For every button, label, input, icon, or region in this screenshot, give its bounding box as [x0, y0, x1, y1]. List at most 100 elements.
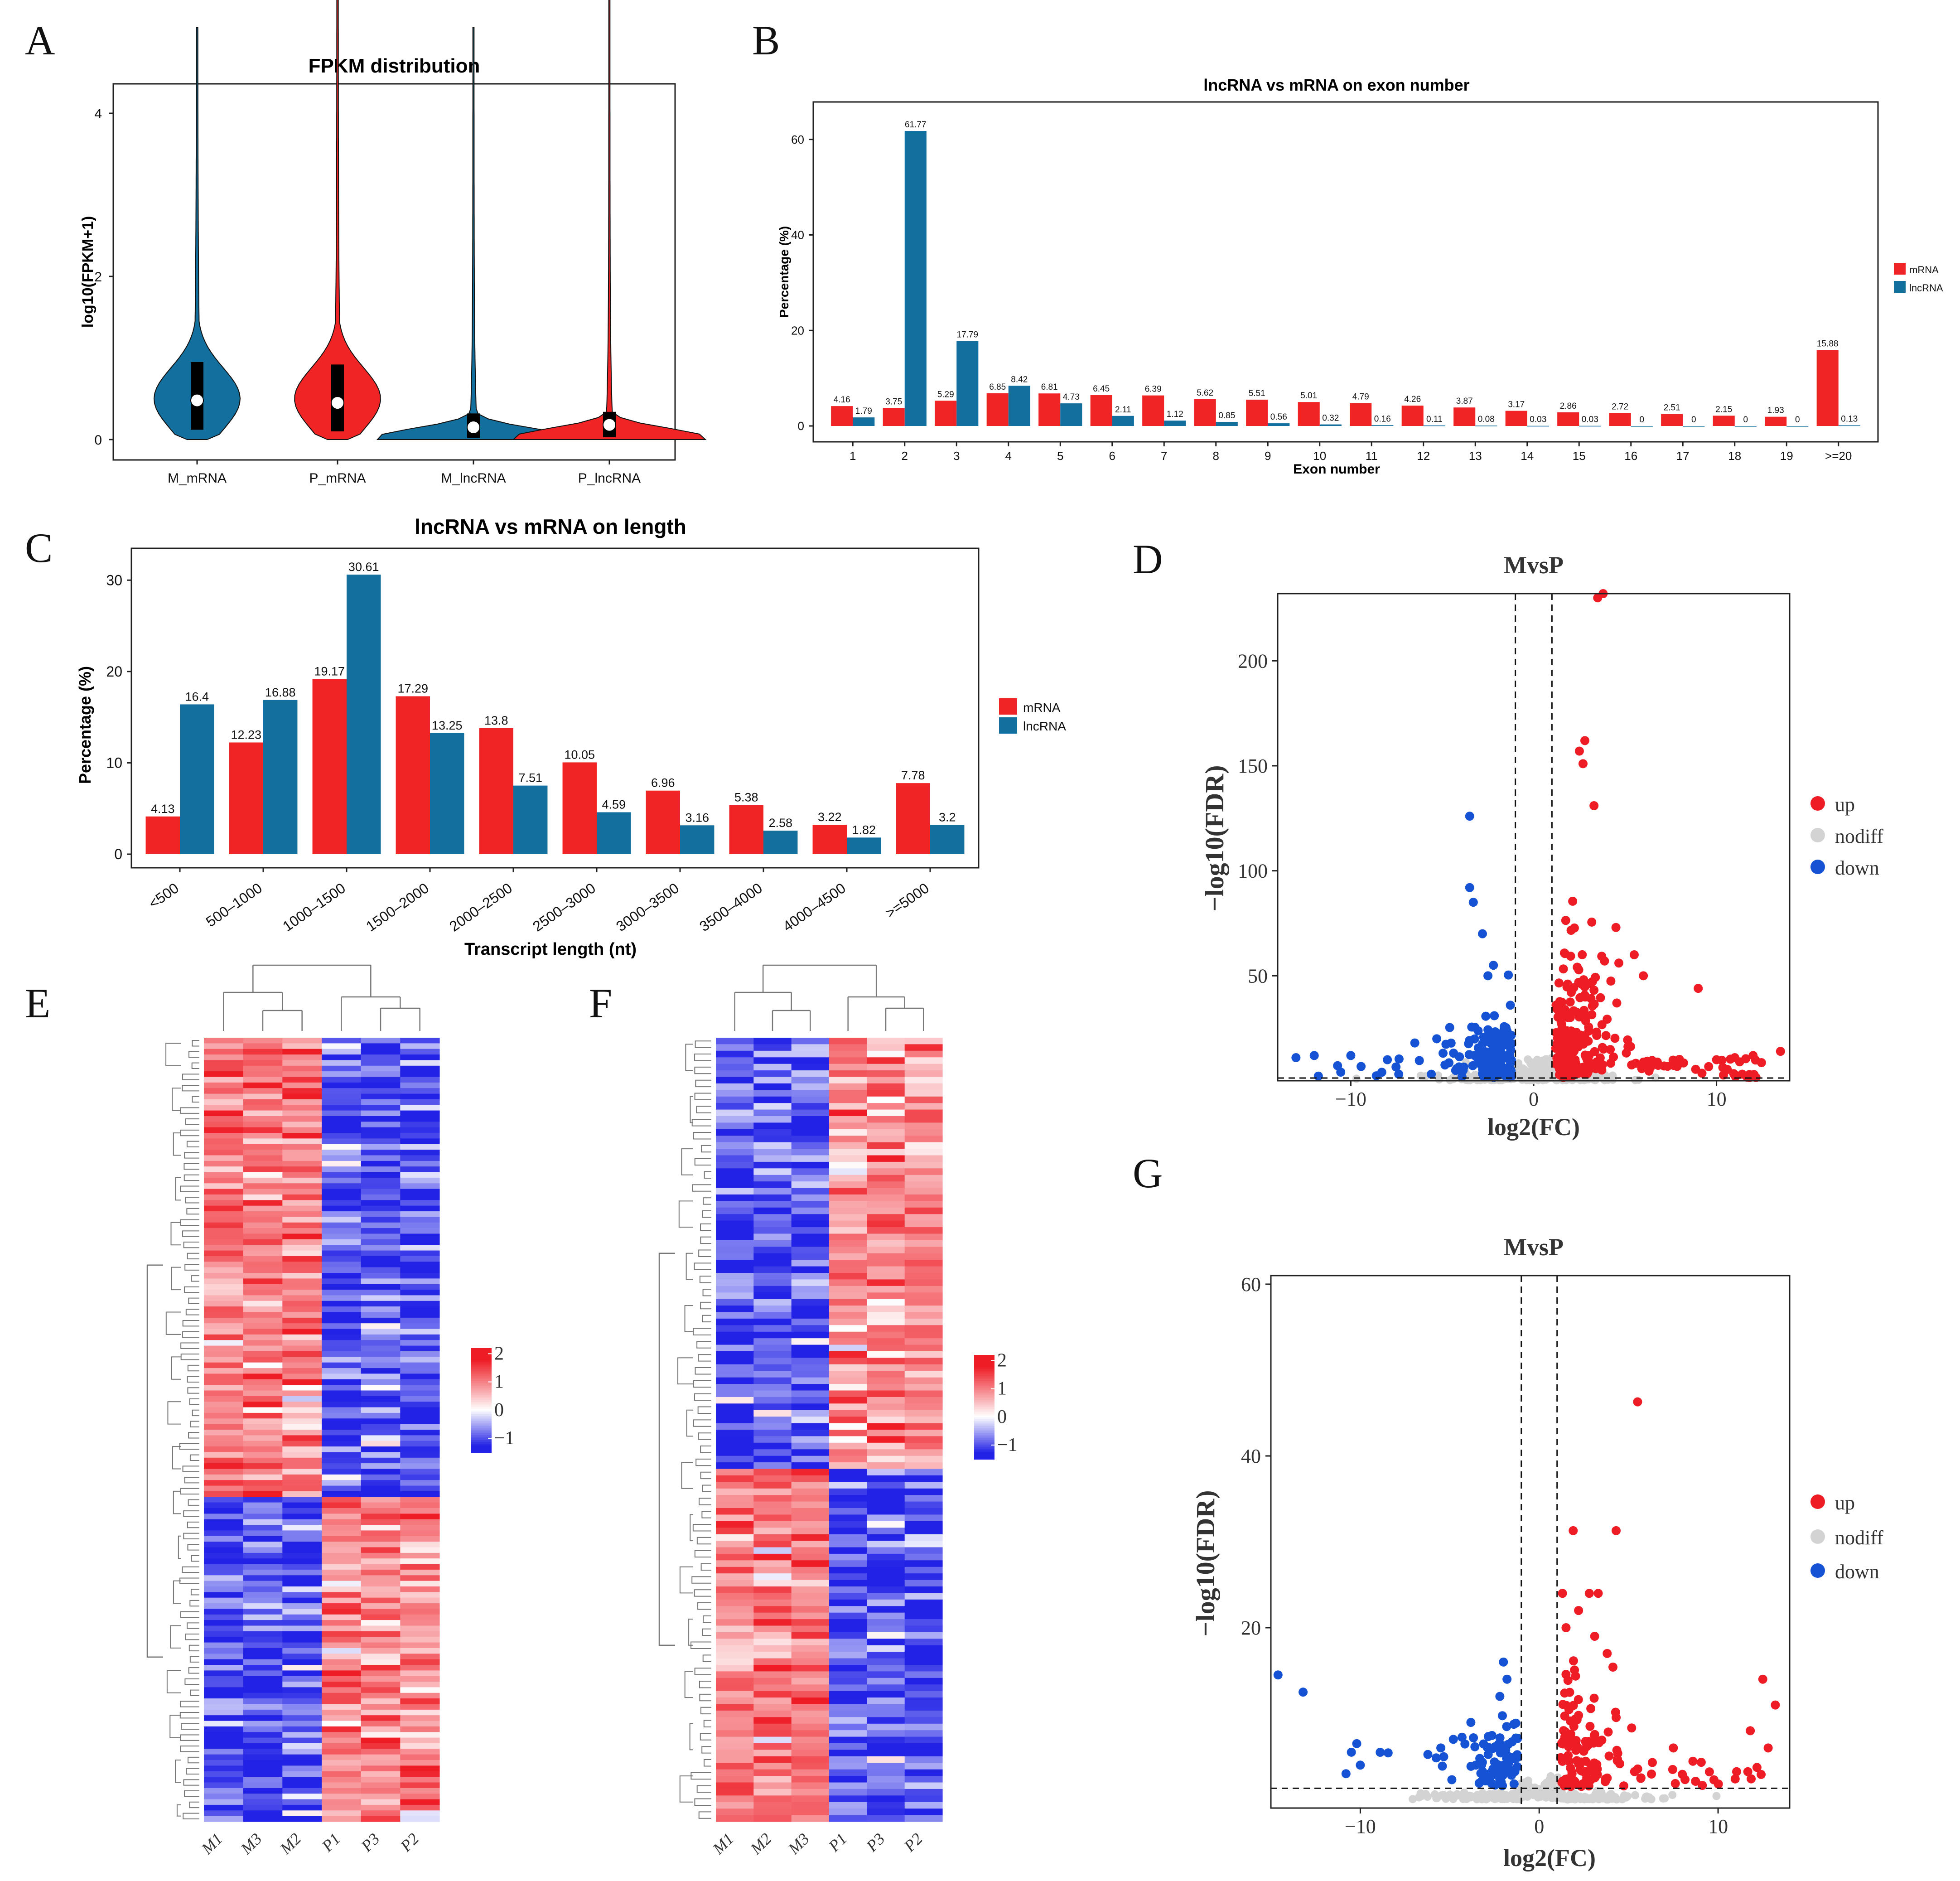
panel-e-heat-cell — [204, 1295, 244, 1301]
panel-f-heat-cell — [904, 1547, 943, 1554]
panel-f-heat-cell — [829, 1253, 867, 1260]
panel-c-bar-mRNA-4 — [479, 728, 513, 854]
panel-f-colorscale-label: −1 — [997, 1435, 1018, 1455]
panel-f-row-dendrogram-leaf — [700, 1471, 711, 1480]
panel-f-heat-cell — [791, 1331, 830, 1339]
panel-f-heat-cell — [716, 1044, 754, 1051]
panel-e-heat-cell — [361, 1273, 401, 1279]
panel-f-heat-cell — [829, 1201, 867, 1208]
panel-f-heat-cell — [829, 1710, 867, 1717]
panel-e-heat-cell — [204, 1569, 244, 1576]
panel-d-point-down — [1394, 1069, 1404, 1079]
panel-e-heat-cell — [322, 1082, 362, 1088]
panel-f-heat-cell — [753, 1815, 792, 1822]
panel-g-point-up — [1603, 1649, 1612, 1658]
panel-f-heat-cell — [829, 1364, 867, 1371]
panel-f-heat-cell — [904, 1109, 943, 1117]
panel-f-heat-cell — [867, 1292, 905, 1300]
panel-f-colorscale-segment — [974, 1403, 994, 1406]
panel-e-colorscale-segment — [471, 1365, 492, 1368]
panel-e-heat-cell — [243, 1569, 283, 1576]
panel-e-heat-cell — [361, 1542, 401, 1548]
panel-d-point-up — [1554, 978, 1564, 988]
panel-e-heat-cell — [282, 1659, 322, 1665]
panel-e-colorscale-segment — [471, 1451, 492, 1453]
panel-f-heat-cell — [791, 1691, 830, 1698]
panel-a-violin-M_lncRNA — [376, 27, 571, 440]
panel-e-colorscale-segment — [471, 1403, 492, 1406]
panel-e-heat-cell — [322, 1810, 362, 1817]
panel-e-heat-cell — [400, 1250, 440, 1257]
panel-e-heat-cell — [361, 1463, 401, 1470]
panel-f-row-dendrogram-leaf — [692, 1184, 711, 1192]
panel-f-row-dendrogram-leaf — [694, 1158, 711, 1166]
panel-e-heat-cell — [361, 1670, 401, 1677]
panel-e-heat-cell — [322, 1239, 362, 1245]
panel-e-heat-cell — [400, 1547, 440, 1553]
panel-e-heat-cell — [361, 1441, 401, 1447]
panel-f-heat-cell — [791, 1358, 830, 1365]
panel-e-heat-cell — [282, 1754, 322, 1760]
panel-e-heat-cell — [322, 1575, 362, 1581]
panel-f-heat-cell — [904, 1410, 943, 1417]
panel-f-heat-cell — [791, 1109, 830, 1117]
panel-f-heat-cell — [829, 1279, 867, 1286]
panel-c-value-label: 4.59 — [602, 798, 626, 811]
panel-f-heat-cell — [791, 1567, 830, 1574]
panel-g-point-nodiff — [1659, 1794, 1667, 1803]
panel-d-point-nodiff — [1420, 1073, 1429, 1081]
panel-f-heat-cell — [716, 1665, 754, 1672]
panel-e-heat-cell — [322, 1497, 362, 1503]
panel-b-value-label: 5.01 — [1300, 391, 1317, 401]
panel-f-heat-cell — [716, 1247, 754, 1254]
panel-f-heat-cell — [867, 1057, 905, 1064]
panel-f-heat-cell — [904, 1384, 943, 1391]
panel-d-point-down — [1309, 1051, 1319, 1060]
panel-f-heat-cell — [904, 1090, 943, 1097]
panel-f-row-dendrogram-leaf — [694, 1668, 711, 1675]
panel-c-xtick-label: >=5000 — [882, 880, 932, 921]
panel-f-heat-cell — [716, 1410, 754, 1417]
panel-b-xtick-label: 5 — [1057, 449, 1063, 463]
panel-b-bar-mRNA-11 — [1401, 406, 1424, 426]
panel-e-heat-cell — [322, 1715, 362, 1721]
panel-f-heat-cell — [791, 1658, 830, 1665]
panel-f-row-dendrogram-leaf — [702, 1289, 711, 1296]
panel-g-point-nodiff — [1668, 1791, 1677, 1799]
panel-f-heat-cell — [753, 1802, 792, 1809]
panel-f-heat-cell — [829, 1103, 867, 1110]
panel-f-heat-cell — [791, 1240, 830, 1247]
panel-f-heat-cell — [716, 1521, 754, 1528]
panel-g-point-down — [1460, 1739, 1470, 1749]
panel-f-heat-cell — [867, 1808, 905, 1816]
panel-e-heat-cell — [322, 1144, 362, 1150]
panel-e-heat-cell — [282, 1122, 322, 1128]
panel-g-point-up — [1612, 1526, 1621, 1535]
panel-e-heat-cell — [322, 1373, 362, 1380]
panel-b-xtick-label: 11 — [1366, 449, 1378, 463]
panel-e-heat-cell — [243, 1133, 283, 1139]
panel-g-xtick-label: −10 — [1345, 1815, 1376, 1837]
panel-e-heat-cell — [243, 1228, 283, 1234]
panel-e-heat-cell — [243, 1038, 283, 1044]
panel-e-colorscale-segment — [471, 1359, 492, 1361]
panel-e-heat-cell — [400, 1743, 440, 1749]
panel-e-heat-cell — [361, 1480, 401, 1486]
panel-e-heat-cell — [243, 1060, 283, 1066]
panel-d-legend-nodiff-dot — [1810, 828, 1825, 842]
panel-c-title: lncRNA vs mRNA on length — [415, 515, 686, 538]
panel-f-colorscale-segment — [974, 1364, 994, 1366]
panel-f-heat-cell — [716, 1488, 754, 1495]
panel-e-heat-cell — [361, 1525, 401, 1531]
panel-f-colorscale-segment — [974, 1436, 994, 1439]
panel-f-heat-cell — [716, 1384, 754, 1391]
panel-b-bar-chart: lncRNA vs mRNA on exon number Percentage… — [777, 76, 1943, 477]
panel-d-point-up — [1561, 1066, 1570, 1075]
panel-e-row-dendrogram-leaf — [183, 1242, 199, 1248]
panel-e-heat-cell — [204, 1082, 244, 1088]
panel-f-heat-cell — [867, 1351, 905, 1358]
panel-e-colorscale-segment — [471, 1433, 492, 1436]
panel-e-row-dendrogram-leaf — [183, 1510, 199, 1517]
panel-f-heat-cell — [829, 1109, 867, 1117]
panel-g-point-up — [1586, 1704, 1596, 1713]
